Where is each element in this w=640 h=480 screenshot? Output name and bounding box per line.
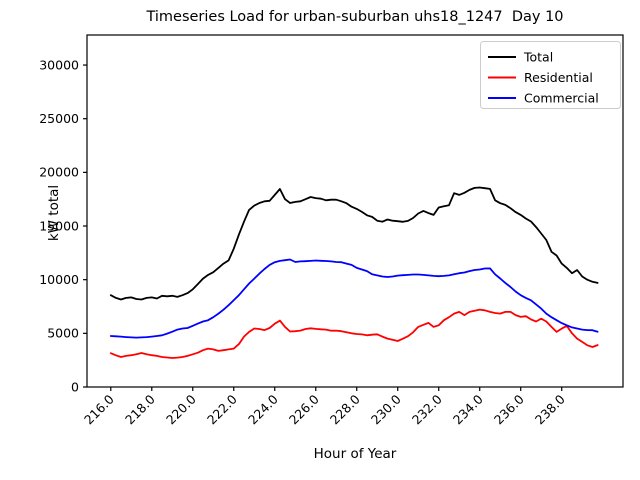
legend: Total Residential Commercial (480, 41, 621, 109)
x-tick-label: 236.0 (491, 391, 527, 427)
x-tick-label: 222.0 (204, 391, 240, 427)
x-tick-label: 224.0 (245, 391, 281, 427)
series-line-residential (109, 308, 599, 359)
y-tick-label: 5000 (47, 326, 79, 341)
x-tick-label: 230.0 (368, 391, 404, 427)
legend-frame (480, 41, 621, 109)
series-line-commercial (109, 258, 599, 339)
x-tick-label: 234.0 (450, 391, 486, 427)
x-tick-label: 228.0 (327, 391, 363, 427)
axes-spines (86, 34, 624, 388)
chart-title: Timeseries Load for urban-suburban uhs18… (145, 9, 563, 25)
legend-label-residential: Residential (524, 70, 593, 85)
x-tick-label: 218.0 (122, 391, 158, 427)
series-lines (109, 186, 599, 359)
series-line-total (109, 186, 599, 301)
y-tick-label: 10000 (39, 272, 79, 287)
legend-label-total: Total (523, 50, 553, 65)
x-axis-label: Hour of Year (314, 446, 397, 462)
y-tick-label: 20000 (39, 165, 79, 180)
y-tick-label: 0 (71, 379, 79, 394)
x-tick-label: 232.0 (409, 391, 445, 427)
y-tick-label: 30000 (39, 57, 79, 72)
x-tick-label: 220.0 (163, 391, 199, 427)
x-tick-label: 238.0 (532, 391, 568, 427)
legend-label-commercial: Commercial (524, 91, 599, 106)
x-tick-label: 216.0 (81, 391, 117, 427)
x-axis-ticks: 216.0 218.0 220.0 222.0 224.0 226.0 228.0 230.0… (81, 387, 568, 427)
x-tick-label: 226.0 (286, 391, 322, 427)
y-tick-label: 25000 (39, 111, 79, 126)
y-axis-ticks: 0 5000 10000 15000 20000 25000 30000 (39, 57, 87, 394)
y-tick-label: 15000 (39, 218, 79, 233)
y-axis-label: kW total (46, 185, 62, 241)
